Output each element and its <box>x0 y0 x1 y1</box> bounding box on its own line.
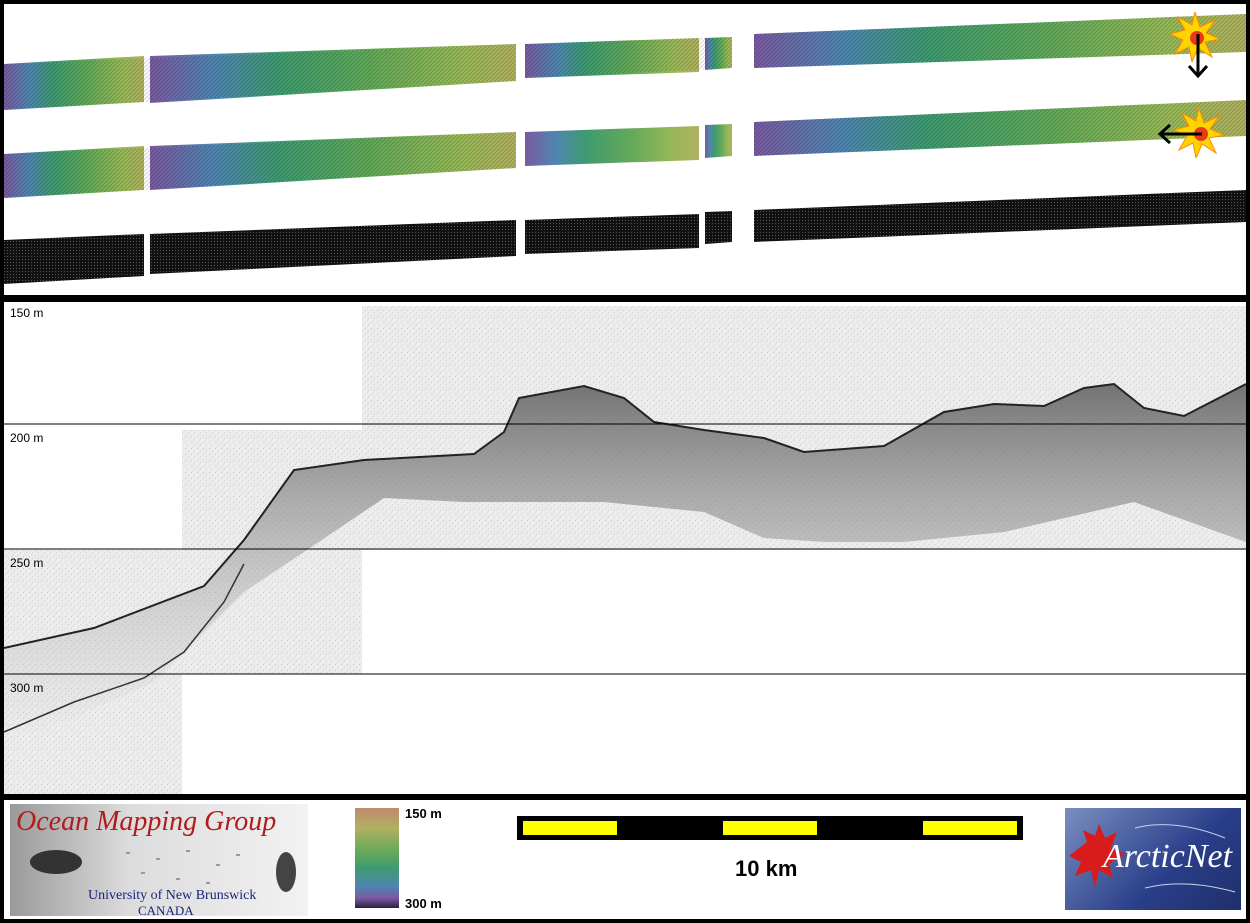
colorbar-bottom-label: 300 m <box>405 896 442 911</box>
arrow-down-icon <box>1187 34 1209 79</box>
scale-bar-segment <box>523 821 617 835</box>
seafloor-vehicle-icon <box>30 850 296 892</box>
profile-echogram <box>4 306 1246 794</box>
strip-bathymetry-east-illumination <box>4 100 1246 198</box>
depth-label-250: 250 m <box>10 556 44 570</box>
strip-bathymetry-north-illumination <box>4 14 1246 110</box>
seafloor-trace <box>4 382 1246 649</box>
ocean-mapping-group-logo: Ocean Mapping Group University of New Br… <box>10 804 308 916</box>
depth-label-150: 150 m <box>10 306 44 320</box>
depth-label-200: 200 m <box>10 431 44 445</box>
arcticnet-logo-text: ArcticNet <box>1103 838 1233 875</box>
swath-strips <box>4 14 1246 284</box>
legend-panel: Ocean Mapping Group University of New Br… <box>4 800 1246 919</box>
sun-burst-icon <box>1170 12 1220 62</box>
scale-bar-segment <box>923 821 1017 835</box>
depth-label-300: 300 m <box>10 681 44 695</box>
depth-colorbar <box>355 808 399 908</box>
logo-subtitle-country: CANADA <box>138 903 194 916</box>
logo-title: Ocean Mapping Group <box>16 806 277 837</box>
colorbar-top-label: 150 m <box>405 806 442 821</box>
deep-reflector <box>4 563 245 733</box>
arrow-left-icon <box>1157 123 1202 145</box>
scale-bar-segment <box>723 821 817 835</box>
strip-backscatter <box>4 190 1246 284</box>
scale-bar <box>517 816 1023 840</box>
maple-leaf-icon <box>1069 824 1236 893</box>
arcticnet-logo: ArcticNet <box>1065 808 1241 910</box>
swath-map-panel <box>4 4 1246 295</box>
scale-bar-label: 10 km <box>735 856 798 881</box>
subsurface-reflections <box>4 384 1246 742</box>
subbottom-profile-panel: 150 m 200 m 250 m 300 m <box>4 302 1246 794</box>
logo-subtitle-university: University of New Brunswick <box>88 888 257 903</box>
